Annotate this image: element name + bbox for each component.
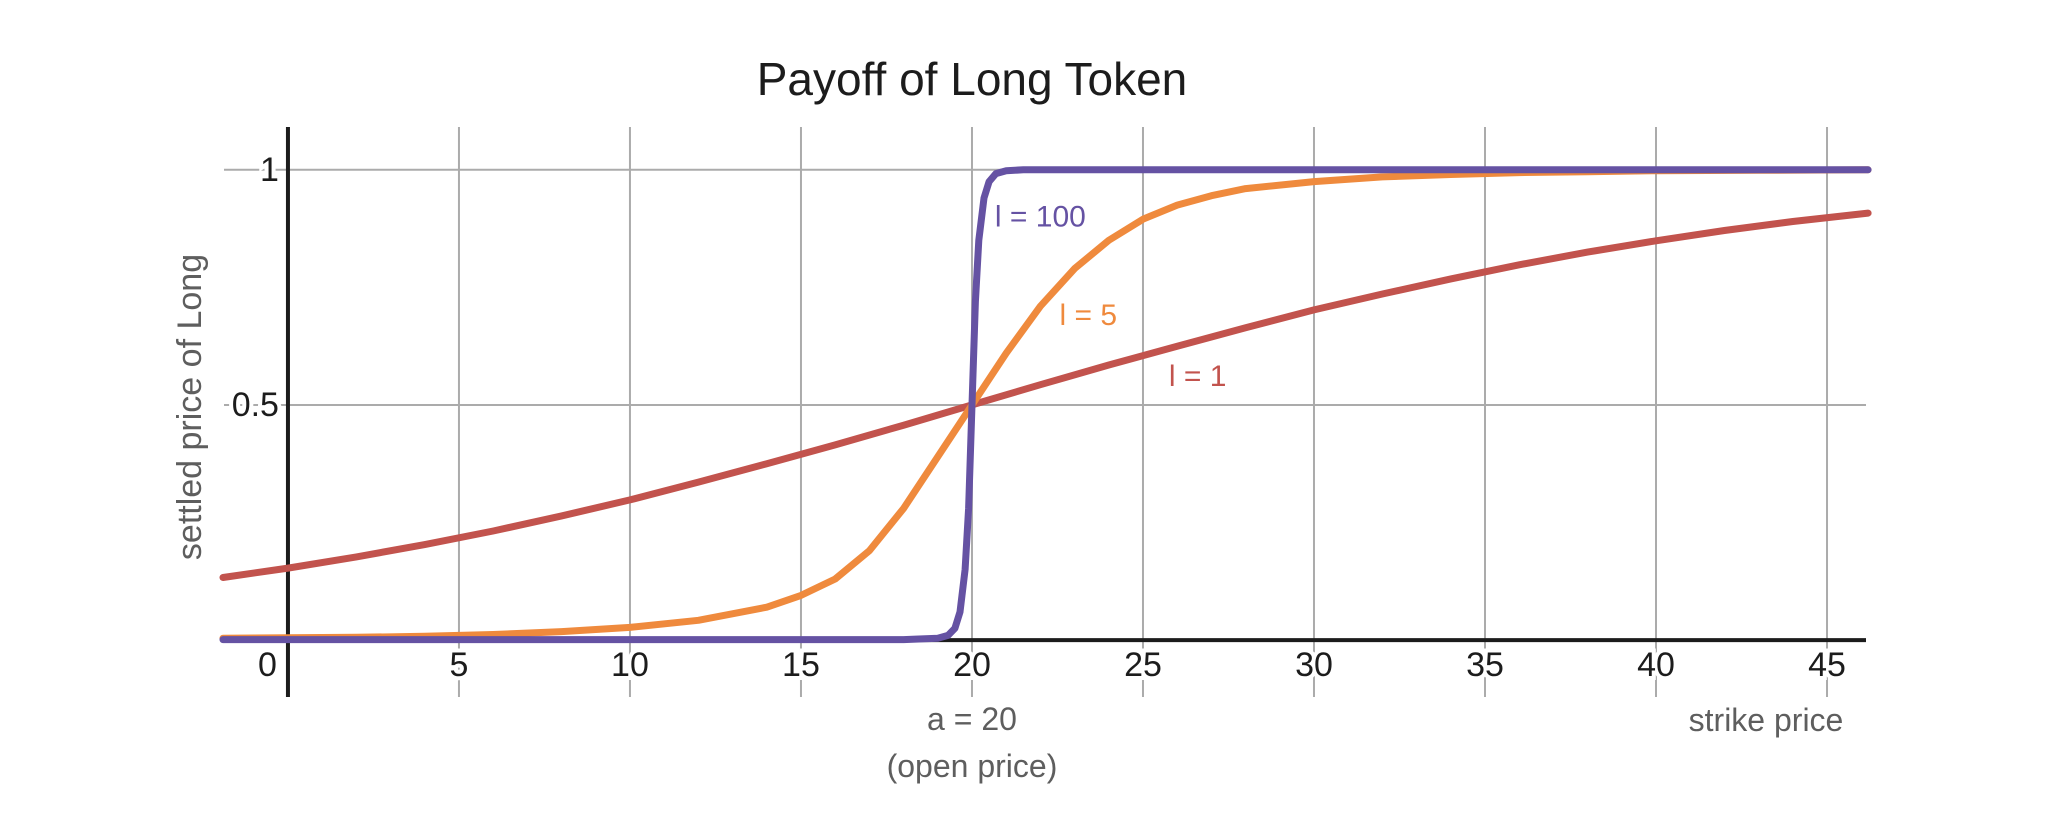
x-tick-label-40: 40 bbox=[1637, 646, 1675, 684]
curves bbox=[219, 166, 1872, 644]
annotations: a = 20 (open price) bbox=[887, 701, 1058, 784]
y-tick-label-0.5: 0.5 bbox=[232, 386, 279, 424]
x-tick-label-35: 35 bbox=[1466, 646, 1504, 684]
annotation-a-20: a = 20 bbox=[927, 701, 1017, 737]
curve-label-l-1: l = 1 bbox=[1169, 360, 1227, 393]
chart-title: Payoff of Long Token bbox=[757, 53, 1188, 105]
x-tick-label-20: 20 bbox=[953, 646, 991, 684]
curve-l-5 bbox=[219, 166, 1872, 642]
curve-label-l-100: l = 100 bbox=[995, 200, 1086, 233]
annotation-open-price: (open price) bbox=[887, 748, 1058, 784]
x-axis-label: strike price bbox=[1689, 702, 1844, 738]
x-tick-label-5: 5 bbox=[450, 646, 469, 684]
y-axis-label: settled price of Long bbox=[171, 254, 209, 560]
curve-l-100 bbox=[219, 166, 1872, 644]
x-tick-label-0: 0 bbox=[258, 646, 277, 684]
x-tick-label-30: 30 bbox=[1295, 646, 1333, 684]
curve-l-1 bbox=[219, 209, 1872, 581]
x-tick-label-10: 10 bbox=[611, 646, 649, 684]
y-tick-label-1: 1 bbox=[260, 151, 279, 189]
x-tick-label-15: 15 bbox=[782, 646, 820, 684]
tick-labels: 0 5 10 15 20 25 30 35 40 45 0.5 1 bbox=[228, 147, 1850, 688]
x-tick-label-25: 25 bbox=[1124, 646, 1162, 684]
curve-labels: l = 1 l = 5 l = 100 bbox=[995, 200, 1227, 393]
curve-label-l-5: l = 5 bbox=[1059, 299, 1117, 332]
x-tick-label-45: 45 bbox=[1808, 646, 1846, 684]
